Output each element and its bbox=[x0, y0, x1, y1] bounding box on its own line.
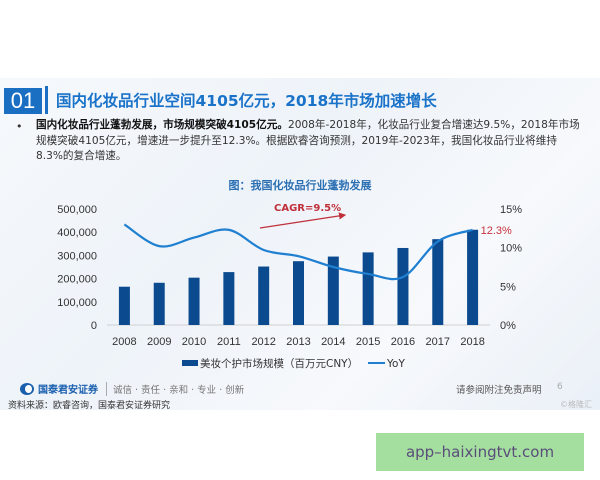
x-axis-tick: 2017 bbox=[426, 336, 450, 348]
motto: 诚信 · 责任 · 亲和 · 专业 · 创新 bbox=[106, 381, 244, 396]
logo-text: 国泰君安证券 bbox=[38, 385, 98, 396]
x-axis-tick: 2016 bbox=[391, 336, 415, 348]
left-axis-tick: 400,000 bbox=[57, 227, 97, 239]
slide-title: 国内化妆品行业空间4105亿元，2018年市场加速增长 bbox=[56, 92, 437, 110]
x-axis-tick: 2011 bbox=[217, 336, 241, 348]
body-lead: 国内化妆品行业蓬勃发展，市场规模突破4105亿元。 bbox=[36, 119, 288, 131]
disclaimer: 请参阅附注免责声明 bbox=[456, 385, 542, 396]
section-divider bbox=[45, 86, 48, 114]
x-axis-tick: 2008 bbox=[112, 336, 136, 348]
source-note: 资料来源：欧睿咨询，国泰君安证券研究 bbox=[8, 401, 171, 410]
body-text: 2008年-2018年，化妆品行业复合增速达9.5%，2018年市场规模突破41… bbox=[36, 119, 580, 162]
watermark: ©格隆汇 bbox=[560, 400, 592, 409]
bar bbox=[293, 261, 304, 325]
x-axis-tick: 2014 bbox=[321, 336, 345, 348]
bar bbox=[153, 282, 165, 325]
bar bbox=[432, 239, 444, 325]
x-axis-tick: 2012 bbox=[251, 336, 275, 348]
left-axis-tick: 300,000 bbox=[57, 250, 97, 262]
x-axis-tick: 2010 bbox=[182, 336, 206, 348]
cagr-label: CAGR=9.5% bbox=[274, 203, 341, 214]
left-axis-tick: 200,000 bbox=[57, 274, 97, 286]
x-axis-tick: 2018 bbox=[460, 336, 484, 348]
bar bbox=[362, 252, 374, 325]
right-axis-tick: 5% bbox=[500, 281, 516, 293]
cagr-arrow-icon bbox=[259, 212, 347, 229]
section-number: 01 bbox=[4, 88, 42, 114]
x-axis-tick: 2013 bbox=[286, 336, 310, 348]
bar bbox=[327, 256, 339, 325]
bar bbox=[397, 247, 409, 325]
right-axis-tick: 15% bbox=[500, 204, 522, 216]
ad-banner[interactable]: app–haixingtvt.com bbox=[376, 433, 584, 471]
bar bbox=[188, 277, 200, 325]
left-axis-tick: 0 bbox=[91, 320, 97, 332]
bar bbox=[118, 286, 130, 325]
last-value-label: 12.3% bbox=[481, 225, 512, 237]
legend-bar-label: 美妆个护市场规模（百万元CNY） bbox=[200, 357, 358, 370]
market-size-chart: 0 100,000 200,000 300,000 400,000 500,000 0% 5%… bbox=[57, 203, 522, 370]
bar bbox=[223, 272, 235, 325]
right-axis-tick: 10% bbox=[500, 243, 522, 255]
company-logo: 国泰君安证券 诚信 · 责任 · 亲和 · 专业 · 创新 bbox=[20, 381, 244, 396]
left-axis-tick: 100,000 bbox=[57, 297, 97, 309]
chart-title: 图：我国化妆品行业蓬勃发展 bbox=[228, 179, 372, 192]
x-axis-tick: 2009 bbox=[147, 336, 171, 348]
x-axis-tick: 2015 bbox=[356, 336, 380, 348]
right-axis-tick: 0% bbox=[500, 320, 516, 332]
yoy-line bbox=[123, 223, 473, 281]
legend-bar-swatch bbox=[182, 360, 198, 366]
bullet-icon: • bbox=[16, 120, 23, 133]
left-axis-tick: 500,000 bbox=[57, 204, 97, 216]
slide: 01 国内化妆品行业空间4105亿元，2018年市场加速增长 • 国内化妆品行业… bbox=[0, 78, 600, 410]
bar bbox=[467, 229, 479, 325]
bar bbox=[258, 266, 270, 325]
page-number: 6 bbox=[557, 382, 563, 392]
logo-icon bbox=[20, 382, 34, 395]
body-paragraph: 国内化妆品行业蓬勃发展，市场规模突破4105亿元。2008年-2018年，化妆品… bbox=[36, 118, 581, 165]
legend-line-label: YoY bbox=[386, 358, 405, 370]
